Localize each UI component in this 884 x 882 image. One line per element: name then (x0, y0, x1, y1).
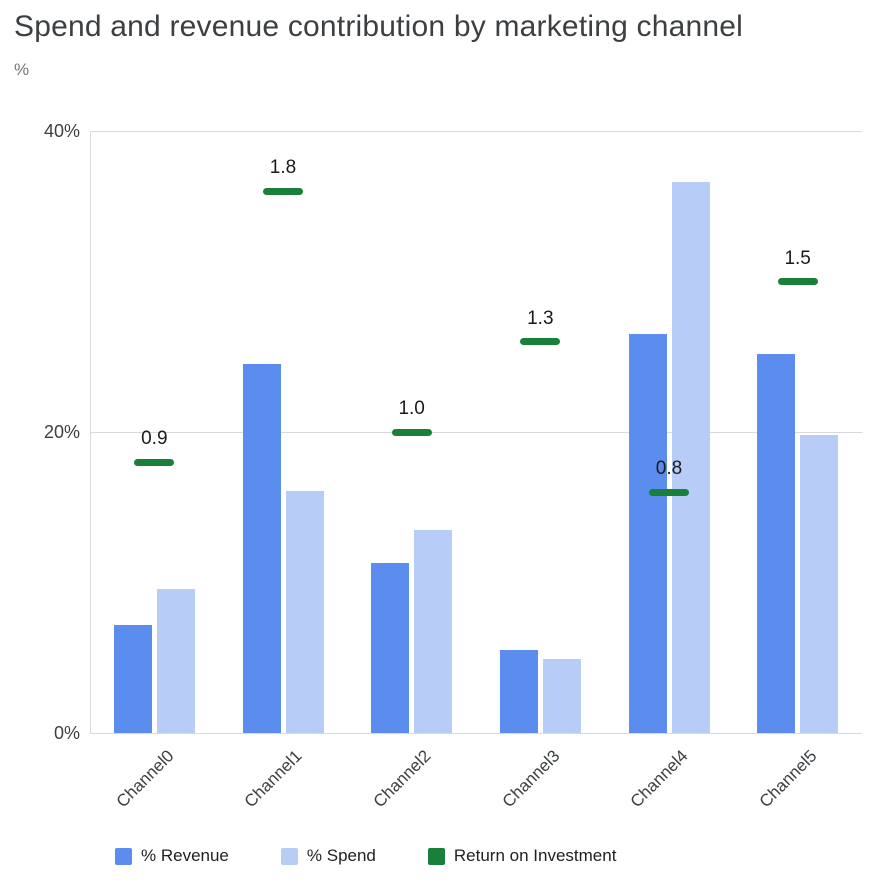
revenue-bar (242, 364, 281, 733)
roi-marker (649, 488, 689, 496)
roi-marker (391, 428, 432, 436)
revenue-bar (757, 353, 796, 733)
x-axis-label: Channel5 (755, 746, 821, 812)
legend-item-revenue: % Revenue (115, 846, 229, 866)
legend-item-roi: Return on Investment (427, 846, 617, 866)
x-axis-label: Channel4 (626, 746, 692, 812)
spend-bar (542, 659, 581, 733)
gridline (90, 130, 862, 132)
chart-plot-area: 0% 20% 40% 0.9 1.8 1.0 1.3 0.8 1.5 Channel0 Channe… (44, 121, 862, 811)
spend-bar (800, 435, 839, 733)
x-axis-label: Channel3 (498, 746, 564, 812)
spend-bar (414, 529, 453, 733)
roi-marker (263, 187, 303, 195)
roi-value-label: 1.8 (269, 157, 297, 179)
spend-bar (671, 182, 710, 733)
spend-bar (156, 588, 195, 733)
y-axis-tick-label: 40% (43, 121, 80, 141)
gridline (90, 732, 862, 734)
y-axis-tick-label: 20% (43, 422, 80, 442)
legend-swatch-roi-icon (427, 847, 445, 865)
roi-marker (134, 458, 175, 466)
gridline (90, 431, 862, 433)
revenue-bar (628, 334, 667, 733)
legend-swatch-spend-icon (280, 847, 298, 865)
x-axis-label: Channel2 (369, 746, 435, 812)
chart-title: Spend and revenue contribution by market… (14, 10, 744, 43)
x-axis-label: Channel1 (240, 746, 306, 812)
roi-value-label: 1.0 (398, 398, 425, 419)
revenue-bar (113, 624, 152, 733)
roi-marker (777, 278, 818, 285)
legend-item-spend: % Spend (280, 846, 376, 866)
spend-bar (285, 490, 324, 733)
roi-value-label: 0.8 (655, 458, 683, 480)
roi-value-label: 0.9 (141, 428, 168, 450)
revenue-bar (371, 562, 410, 733)
x-axis-label: Channel0 (112, 746, 178, 812)
y-axis-line (90, 131, 91, 733)
legend-label-spend: % Spend (306, 846, 376, 865)
y-axis-tick-label: 0% (53, 723, 80, 743)
legend: % Revenue % Spend Return on Investment (115, 846, 616, 866)
revenue-bar (499, 650, 538, 733)
y-axis-unit-label: % (14, 60, 30, 79)
legend-label-revenue: % Revenue (141, 846, 229, 865)
legend-swatch-revenue-icon (115, 847, 132, 865)
roi-marker (520, 338, 561, 346)
roi-value-label: 1.3 (527, 307, 554, 329)
roi-value-label: 1.5 (784, 247, 811, 269)
legend-label-roi: Return on Investment (453, 846, 617, 865)
